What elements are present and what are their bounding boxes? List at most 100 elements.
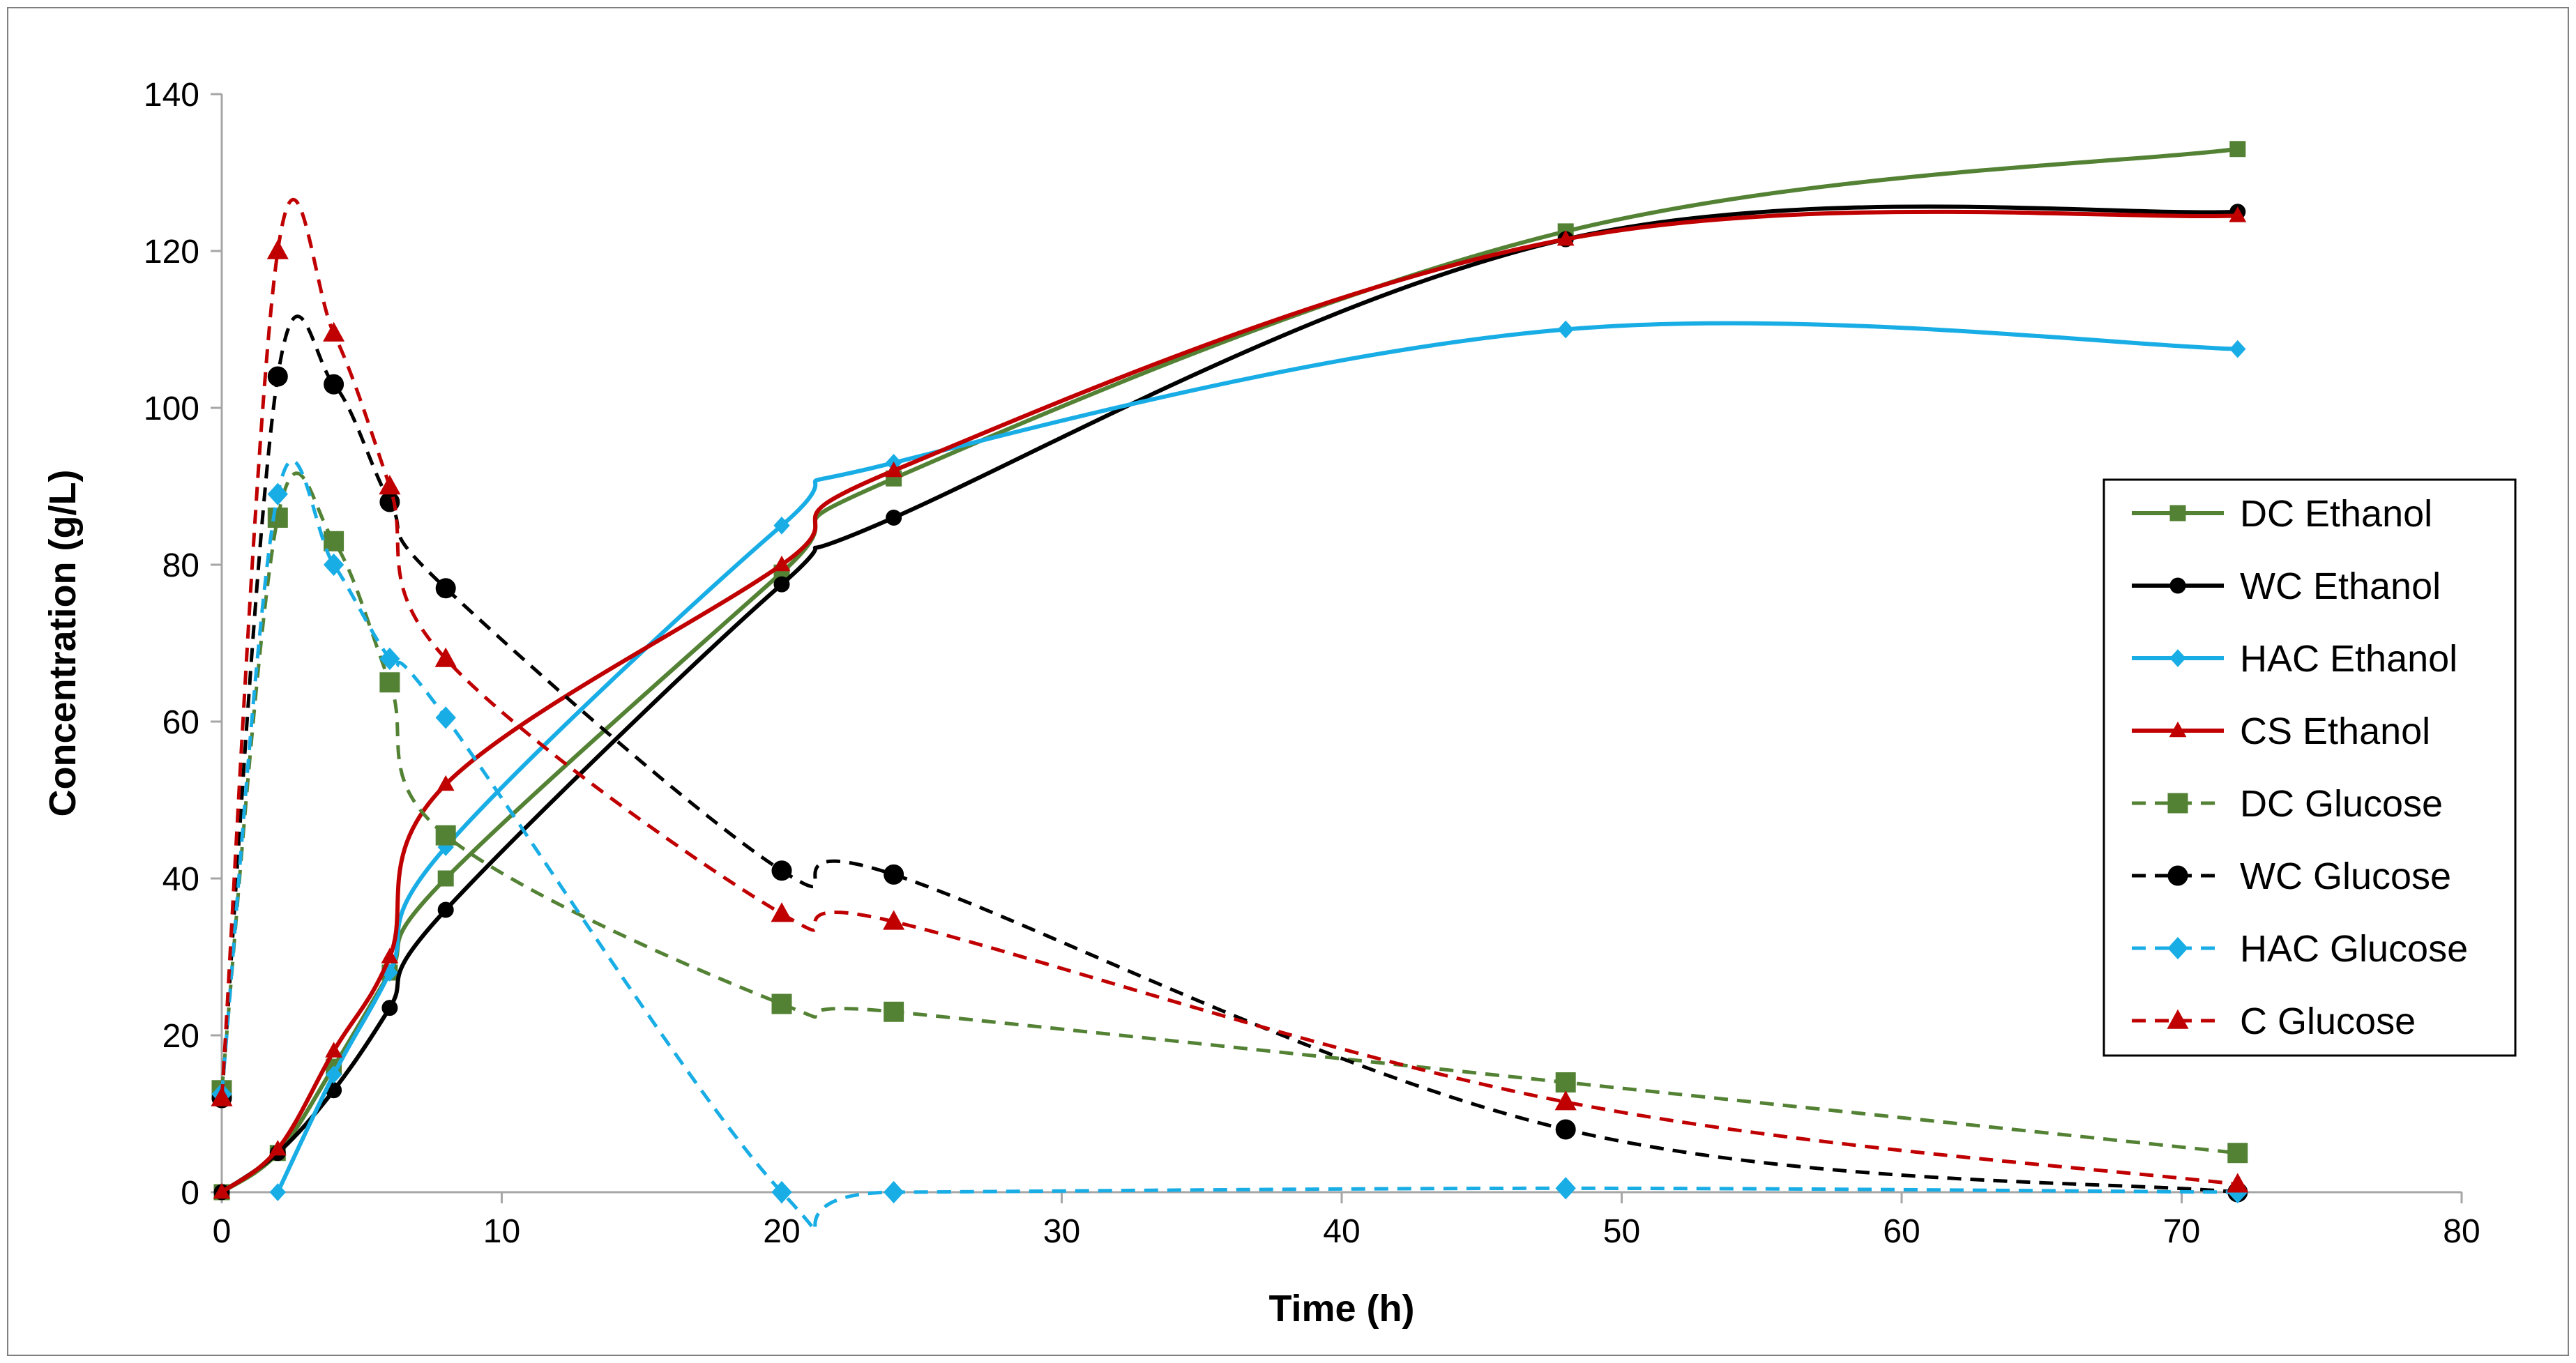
data-point xyxy=(434,647,457,667)
data-point xyxy=(773,576,790,593)
series-dc-glucose xyxy=(211,471,2248,1164)
data-point xyxy=(883,1180,904,1204)
data-point xyxy=(773,555,791,572)
data-point xyxy=(381,947,399,964)
series-dc-ethanol xyxy=(213,141,2246,1201)
legend-box xyxy=(2103,478,2517,1057)
data-point xyxy=(379,647,400,671)
data-point xyxy=(323,321,345,342)
ticks: 0 10 20 30 40 50 60 70 80 0 20 40 60 80 100 120 140 xyxy=(144,77,2480,1250)
series-c-glucose xyxy=(211,197,2249,1193)
series-line xyxy=(220,146,2238,1194)
data-point xyxy=(1554,1090,1577,1111)
data-point xyxy=(325,1065,342,1084)
data-point xyxy=(266,239,289,259)
data-point xyxy=(886,510,902,526)
legend-label: DC Ethanol xyxy=(2240,493,2432,535)
legend-marker xyxy=(2167,1009,2189,1029)
data-point xyxy=(1555,1072,1576,1092)
legend-label: C Glucose xyxy=(2240,1000,2416,1042)
y-tick-label: 0 xyxy=(181,1175,199,1212)
y-tick-label: 20 xyxy=(162,1018,199,1055)
legend-label: HAC Ethanol xyxy=(2240,638,2457,680)
data-point xyxy=(381,1000,398,1016)
legend-label: WC Ethanol xyxy=(2240,565,2441,607)
x-tick-label: 50 xyxy=(1603,1213,1640,1250)
x-tick-label: 20 xyxy=(763,1213,800,1250)
data-point xyxy=(771,993,792,1014)
data-point xyxy=(1555,1119,1576,1140)
legend-marker xyxy=(2169,649,2186,667)
data-point xyxy=(883,910,905,930)
y-axis-title: Concentration (g/L) xyxy=(42,470,84,817)
x-tick-label: 30 xyxy=(1043,1213,1080,1250)
series-hac-glucose xyxy=(211,459,2248,1233)
series-cs-ethanol xyxy=(213,206,2247,1199)
data-point xyxy=(435,706,456,729)
series-line xyxy=(220,471,2238,1155)
data-point xyxy=(379,475,401,495)
series-line xyxy=(220,209,2238,1194)
series-line xyxy=(220,204,2238,1194)
x-tick-label: 60 xyxy=(1883,1213,1920,1250)
data-point xyxy=(885,461,902,478)
x-tick-label: 70 xyxy=(2163,1213,2200,1250)
y-tick-label: 60 xyxy=(162,704,199,741)
data-point xyxy=(2227,1173,2249,1193)
series-line xyxy=(220,314,2238,1194)
x-tick-label: 0 xyxy=(213,1213,232,1250)
data-point xyxy=(435,825,456,846)
data-point xyxy=(2227,1143,2248,1164)
x-tick-label: 10 xyxy=(483,1213,520,1250)
series-line xyxy=(220,459,2238,1233)
x-tick-label: 40 xyxy=(1323,1213,1360,1250)
data-point xyxy=(323,553,344,577)
legend: DC Ethanol WC Ethanol HAC Ethanol CS Ethano… xyxy=(2103,478,2517,1057)
series-layer xyxy=(211,141,2249,1233)
y-tick-label: 120 xyxy=(144,234,199,271)
legend-label: DC Glucose xyxy=(2240,783,2443,825)
y-tick-label: 80 xyxy=(162,547,199,584)
legend-marker xyxy=(2167,936,2188,960)
data-point xyxy=(269,1183,286,1201)
x-tick-label: 80 xyxy=(2443,1213,2480,1250)
y-tick-label: 100 xyxy=(144,390,199,427)
series-wc-glucose xyxy=(211,314,2248,1203)
data-point xyxy=(324,374,344,395)
y-tick-label: 40 xyxy=(162,861,199,898)
legend-label: CS Ethanol xyxy=(2240,710,2430,752)
data-point xyxy=(884,864,904,885)
data-point xyxy=(1557,320,1574,339)
data-point xyxy=(268,1139,287,1156)
data-point xyxy=(771,1180,792,1204)
data-point xyxy=(211,1086,233,1106)
data-point xyxy=(2229,340,2246,358)
legend-marker xyxy=(2167,793,2188,814)
data-point xyxy=(267,508,288,528)
data-point xyxy=(1555,1177,1576,1200)
data-point xyxy=(437,870,454,887)
data-point xyxy=(267,482,288,505)
series-line xyxy=(275,321,2238,1194)
data-point xyxy=(437,775,455,791)
legend-label: WC Glucose xyxy=(2240,855,2451,897)
data-point xyxy=(437,901,454,918)
legend-marker xyxy=(2169,721,2187,738)
data-point xyxy=(325,1042,342,1058)
legend-label: HAC Glucose xyxy=(2240,928,2468,970)
y-tick-label: 140 xyxy=(144,77,199,114)
legend-marker xyxy=(2169,505,2186,521)
legend-marker xyxy=(2169,577,2186,594)
series-line xyxy=(220,197,2238,1187)
data-point xyxy=(771,860,792,881)
series-wc-ethanol xyxy=(213,204,2246,1201)
data-point xyxy=(1556,229,1575,246)
data-point xyxy=(435,578,456,599)
data-point xyxy=(2229,141,2246,158)
data-point xyxy=(771,902,793,922)
data-point xyxy=(213,1182,231,1199)
series-hac-ethanol xyxy=(269,320,2246,1201)
data-point xyxy=(773,516,790,535)
data-point xyxy=(379,672,400,693)
